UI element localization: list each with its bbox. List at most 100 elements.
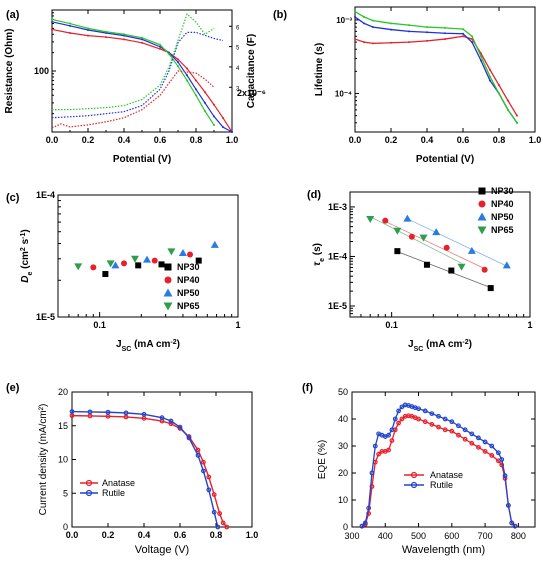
fit-line	[397, 251, 491, 288]
legend-label: NP50	[177, 288, 200, 298]
data-point	[372, 19, 374, 22]
data-point	[396, 420, 401, 426]
x-tick-label: 0.6	[154, 135, 167, 145]
data-point	[177, 65, 179, 68]
data-point	[516, 114, 518, 117]
y-axis-label: De (cm2 s-1)	[20, 229, 34, 283]
data-point	[422, 419, 428, 425]
label-part: (mA cm	[423, 339, 462, 350]
label-part: -2	[170, 339, 176, 346]
data-point	[159, 415, 165, 421]
y-tick-label: 100	[34, 66, 49, 76]
y-tick-label: 10⁻⁴	[335, 90, 352, 99]
data-point	[195, 453, 201, 458]
data-point	[436, 413, 441, 419]
x-tick-label: 0.8	[210, 530, 223, 540]
x-tick-label: 0.0	[66, 530, 79, 540]
data-point	[210, 240, 219, 248]
data-point	[390, 28, 392, 31]
data-point	[390, 41, 392, 44]
data-point	[481, 266, 488, 273]
data-point	[498, 92, 500, 95]
data-point	[448, 267, 455, 274]
y-tick-label: 1E-4	[328, 251, 347, 261]
plot-frame	[351, 391, 536, 528]
data-point	[141, 36, 143, 39]
series-line	[354, 11, 518, 124]
data-point	[141, 38, 143, 41]
data-point	[106, 260, 115, 268]
data-point	[408, 30, 410, 33]
data-point	[224, 524, 230, 530]
data-point	[478, 200, 486, 208]
data-point	[489, 68, 491, 71]
y-tick-label: 10⁻³	[336, 16, 352, 25]
data-point	[51, 28, 53, 31]
data-point	[178, 248, 187, 256]
data-point	[390, 22, 392, 25]
data-point	[204, 101, 206, 104]
data-point	[482, 439, 488, 445]
data-point	[408, 24, 410, 27]
x-tick-label: 600	[444, 531, 459, 541]
series-line	[52, 13, 215, 111]
y-tick-label: 10	[338, 495, 348, 505]
data-point	[222, 126, 224, 129]
data-point	[498, 84, 500, 87]
data-point	[393, 227, 402, 235]
data-point	[499, 457, 505, 462]
legend-label: NP65	[177, 301, 200, 311]
data-point	[143, 255, 152, 263]
y-axis-label: Resistance (Ohm)	[4, 28, 15, 113]
data-point	[499, 462, 505, 468]
data-point	[444, 26, 446, 29]
legend-label: NP50	[491, 212, 514, 222]
x-tick-label: 0.4	[421, 135, 434, 145]
data-point	[105, 36, 107, 39]
data-point	[369, 470, 375, 476]
data-point	[167, 248, 176, 256]
label-part: -2	[462, 339, 468, 346]
legend: NP30 NP40 NP50 NP65	[477, 186, 514, 235]
data-point	[386, 432, 392, 438]
data-point	[422, 408, 428, 414]
data-point	[436, 424, 441, 430]
fit-line	[407, 218, 507, 267]
data-point	[168, 52, 170, 55]
data-point	[408, 41, 410, 44]
data-point	[177, 58, 179, 61]
data-point	[480, 55, 482, 58]
x-axis-label: JSC (mA cm-2)	[116, 339, 180, 353]
data-point	[111, 261, 120, 269]
y-tick-label: 0	[63, 522, 68, 532]
fit-line	[370, 216, 462, 264]
panel-label: (e)	[6, 382, 20, 394]
x-tick-label: 300	[344, 531, 359, 541]
y2-tick-label: 5	[236, 46, 240, 52]
series-line	[354, 35, 518, 117]
x-tick-label: 0.6	[174, 530, 187, 540]
data-point	[354, 38, 356, 41]
data-point	[159, 45, 161, 48]
x-tick-label: 400	[378, 531, 393, 541]
data-point	[471, 35, 473, 38]
data-point	[410, 481, 418, 489]
x-tick-label: 0.4	[118, 135, 131, 145]
data-point	[408, 233, 415, 240]
data-point	[477, 212, 487, 221]
legend-label: NP65	[491, 225, 514, 235]
data-point	[502, 473, 508, 479]
data-point	[195, 88, 197, 91]
data-point	[74, 263, 83, 271]
data-point	[130, 255, 139, 263]
data-point	[426, 31, 428, 34]
y-tick-label: 1E-5	[328, 301, 347, 311]
label-part: (cm	[20, 251, 31, 272]
data-point	[444, 38, 446, 41]
data-point	[394, 248, 401, 255]
label-part: s	[20, 238, 31, 247]
legend-label: Rutile	[430, 480, 453, 490]
data-point	[354, 15, 356, 18]
data-point	[467, 246, 476, 254]
